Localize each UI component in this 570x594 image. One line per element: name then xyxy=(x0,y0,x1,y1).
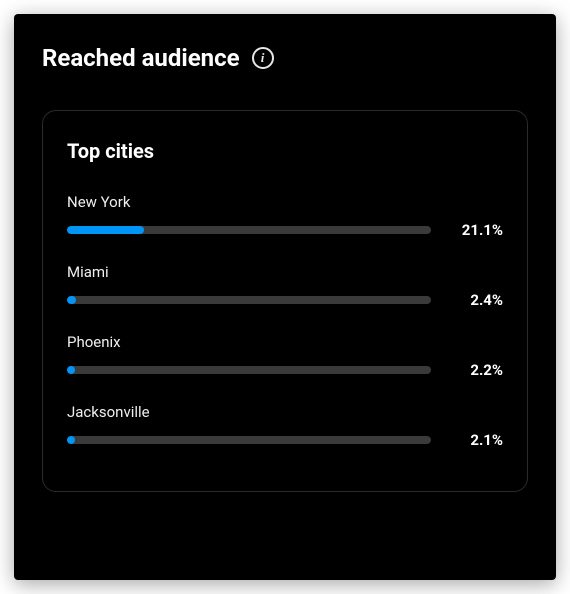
city-row: New York 21.1% xyxy=(67,193,503,239)
bar-track xyxy=(67,436,431,444)
city-bar-line: 21.1% xyxy=(67,221,503,239)
city-name: Jacksonville xyxy=(67,403,503,421)
reached-audience-panel: Reached audience i Top cities New York 21… xyxy=(14,14,556,580)
panel-title: Reached audience xyxy=(42,44,240,72)
cities-list: New York 21.1% Miami 2.4% Phoenix 2.2% Jackson… xyxy=(67,193,503,449)
city-row: Jacksonville 2.1% xyxy=(67,403,503,449)
bar-track xyxy=(67,296,431,304)
city-row: Miami 2.4% xyxy=(67,263,503,309)
card-title: Top cities xyxy=(67,139,503,163)
bar-fill xyxy=(67,226,144,234)
city-row: Phoenix 2.2% xyxy=(67,333,503,379)
city-percent: 2.1% xyxy=(449,431,503,449)
bar-fill xyxy=(67,296,76,304)
city-percent: 2.2% xyxy=(449,361,503,379)
bar-track xyxy=(67,226,431,234)
panel-header: Reached audience i xyxy=(42,44,528,72)
bar-fill xyxy=(67,436,75,444)
bar-fill xyxy=(67,366,75,374)
city-percent: 21.1% xyxy=(449,221,503,239)
bar-track xyxy=(67,366,431,374)
city-name: Miami xyxy=(67,263,503,281)
city-percent: 2.4% xyxy=(449,291,503,309)
info-icon[interactable]: i xyxy=(252,47,274,69)
city-bar-line: 2.2% xyxy=(67,361,503,379)
city-name: New York xyxy=(67,193,503,211)
city-name: Phoenix xyxy=(67,333,503,351)
city-bar-line: 2.1% xyxy=(67,431,503,449)
city-bar-line: 2.4% xyxy=(67,291,503,309)
top-cities-card: Top cities New York 21.1% Miami 2.4% Phoenix… xyxy=(42,110,528,492)
